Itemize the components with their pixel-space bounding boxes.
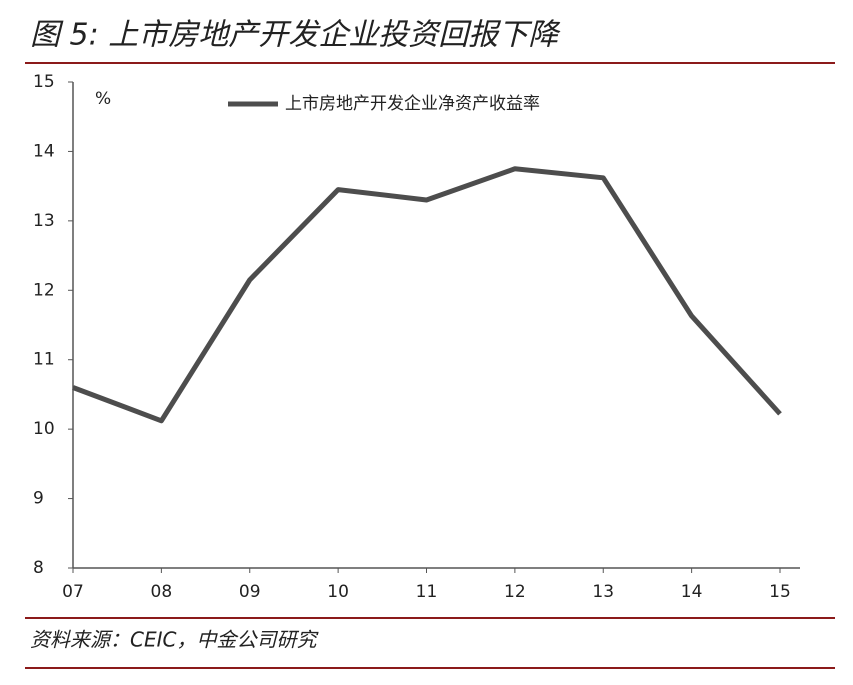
y-tick-label: 13 xyxy=(33,211,55,231)
x-tick-label: 13 xyxy=(592,582,614,602)
x-tick-label: 09 xyxy=(239,582,261,602)
x-tick-label: 15 xyxy=(769,582,791,602)
y-tick-label: 8 xyxy=(33,558,44,578)
y-tick-label: 11 xyxy=(33,350,55,370)
y-tick-label: 15 xyxy=(33,72,55,92)
data-line xyxy=(72,166,782,424)
y-unit: % xyxy=(95,89,111,109)
x-tick-label: 10 xyxy=(327,582,349,602)
x-tick-label: 08 xyxy=(151,582,173,602)
x-tick-label: 12 xyxy=(504,582,526,602)
y-tick-label: 14 xyxy=(33,141,55,161)
y-tick-label: 9 xyxy=(33,489,44,509)
y-tick-label: 12 xyxy=(33,280,55,300)
legend-label: 上市房地产开发企业净资产收益率 xyxy=(285,94,540,114)
chart-title: 图 5: 上市房地产开发企业投资回报下降 xyxy=(30,18,561,53)
source: 资料来源：CEIC，中金公司研究 xyxy=(30,628,319,652)
x-tick-label: 11 xyxy=(416,582,438,602)
x-tick-label: 14 xyxy=(681,582,703,602)
x-tick-label: 07 xyxy=(62,582,84,602)
y-tick-label: 10 xyxy=(33,419,55,439)
